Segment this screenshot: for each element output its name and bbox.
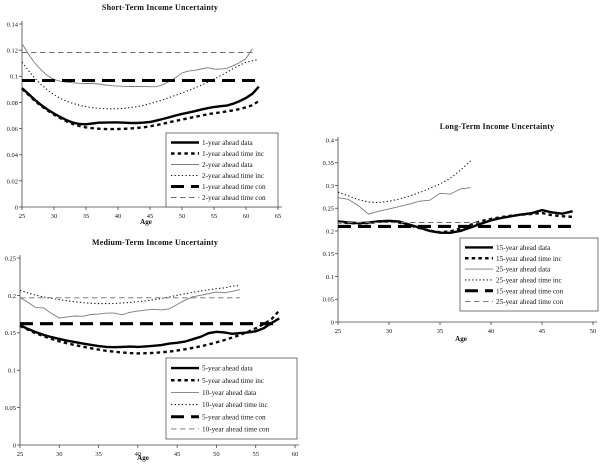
y-tick-label: 0.2 (326, 228, 334, 235)
x-tick-label: 45 (147, 213, 154, 220)
x-tick-label: 35 (437, 328, 444, 335)
x-tick-label: 55 (211, 213, 218, 220)
y-tick-label: 0.02 (7, 178, 18, 185)
series-1-year-ahead-time-inc (21, 87, 260, 131)
legend-label: 2-year ahead time con (202, 194, 266, 202)
legend-label: 1-year ahead data (202, 139, 253, 147)
series-10-year-ahead-data (19, 289, 241, 319)
x-tick-label: 30 (56, 451, 63, 458)
x-tick-label: 25 (19, 213, 26, 220)
x-tick-label: 55 (252, 451, 259, 458)
medium-term-chart-panel: Medium-Term Income Uncertainty 25 30 35 40 4… (0, 232, 300, 468)
y-tick-label: 0.06 (7, 126, 19, 133)
short-term-chart-panel: Short-Term Income Uncertainty 25 30 35 40 45… (0, 0, 300, 232)
x-tick-label: 25 (335, 328, 342, 335)
y-tick-label: 0.05 (5, 405, 16, 412)
legend-label: 5-year ahead time con (202, 413, 266, 421)
y-tick-label: 0 (13, 442, 16, 449)
medium-term-x-axis-label: Age (137, 454, 149, 462)
legend-label: 1-year ahead time inc (202, 150, 264, 158)
medium-term-chart-title: Medium-Term Income Uncertainty (91, 238, 219, 247)
legend-label: 15-year ahead data (496, 244, 551, 252)
legend-label: 10-year ahead time inc (202, 401, 268, 409)
legend-label: 5-year ahead time inc (202, 377, 264, 385)
y-tick-label: 0.08 (7, 100, 18, 107)
y-tick-label: 0 (331, 319, 334, 326)
x-tick-label: 35 (83, 213, 90, 220)
x-tick-label: 30 (51, 213, 58, 220)
x-tick-label: 25 (17, 451, 24, 458)
legend-label: 15-year ahead time con (496, 287, 564, 295)
legend-box (165, 132, 279, 208)
y-tick-label: 0.05 (323, 297, 334, 304)
x-tick-label: 65 (275, 213, 282, 220)
legend-box (165, 357, 298, 440)
legend-label: 2-year ahead time inc (202, 172, 264, 180)
x-tick-label: 40 (115, 213, 122, 220)
series-2-year-ahead-data (21, 43, 253, 88)
x-tick-label: 40 (135, 451, 142, 458)
x-tick-label: 35 (95, 451, 102, 458)
legend-label: 5-year ahead data (202, 365, 253, 373)
series-5-year-ahead-data (19, 317, 280, 349)
long-term-chart-title: Long-Term Income Uncertainty (439, 122, 555, 131)
y-tick-label: 0.1 (10, 74, 18, 81)
x-tick-label: 60 (243, 213, 250, 220)
x-tick-label: 40 (488, 328, 495, 335)
y-tick-label: 0.25 (323, 206, 334, 213)
legend-label: 15-year ahead time inc (496, 255, 562, 263)
y-tick-label: 0.15 (5, 330, 16, 337)
legend-label: 10-year ahead data (202, 389, 257, 397)
y-tick-label: 0.14 (7, 21, 19, 28)
long-term-chart-panel: Long-Term Income Uncertainty 25 30 35 40 45 5… (300, 100, 600, 350)
legend-label: 25-year ahead time inc (496, 277, 562, 285)
series-25-year-ahead-data (337, 187, 471, 215)
y-tick-label: 0.1 (326, 274, 334, 281)
x-tick-label: 50 (213, 451, 220, 458)
legend-label: 10-year ahead time con (202, 426, 270, 434)
series-1-year-ahead-data (21, 85, 260, 126)
short-term-x-axis-label: Age (140, 218, 152, 226)
short-term-chart-plot: 25 30 35 40 45 50 55 60 65 0 0.02 0.04 0.06 0.08 0.1 0.… (7, 21, 282, 220)
legend-label: 25-year ahead data (496, 266, 551, 274)
y-tick-label: 0.1 (8, 368, 16, 375)
y-tick-label: 0.4 (326, 137, 335, 144)
y-tick-label: 0.04 (7, 152, 19, 159)
long-term-x-axis-label: Age (455, 335, 467, 343)
x-tick-label: 50 (179, 213, 186, 220)
x-tick-label: 30 (386, 328, 393, 335)
y-tick-label: 0.25 (5, 255, 16, 262)
short-term-chart-title: Short-Term Income Uncertainty (101, 3, 219, 12)
legend-box (459, 237, 599, 312)
legend-label: 1-year ahead time con (202, 183, 266, 191)
y-tick-label: 0.3 (326, 183, 334, 190)
series-25-year-ahead-time-inc (337, 160, 471, 204)
y-tick-label: 0.12 (7, 48, 18, 55)
medium-term-chart-plot: 25 30 35 40 45 50 55 60 0 0.05 0.1 0.15 0.2 0.25 5-yea… (5, 255, 299, 458)
y-tick-label: 0.2 (8, 293, 16, 300)
y-tick-label: 0.35 (323, 160, 334, 167)
x-tick-label: 45 (539, 328, 546, 335)
series-10-year-ahead-time-inc (19, 285, 241, 305)
legend-label: 2-year ahead data (202, 161, 253, 169)
y-tick-label: 0 (15, 204, 18, 211)
x-tick-label: 60 (292, 451, 299, 458)
series-2-year-ahead-time-inc (21, 58, 259, 110)
legend-label: 25-year ahead time con (496, 298, 564, 306)
long-term-chart-plot: 25 30 35 40 45 50 0 0.05 0.1 0.15 0.2 0.25 0.3 0.35 0.… (323, 137, 599, 335)
series-15-year-ahead-data (337, 208, 573, 235)
x-tick-label: 45 (174, 451, 181, 458)
series-5-year-ahead-time-inc (19, 309, 281, 355)
y-tick-label: 0.15 (323, 251, 334, 258)
x-tick-label: 50 (590, 328, 597, 335)
